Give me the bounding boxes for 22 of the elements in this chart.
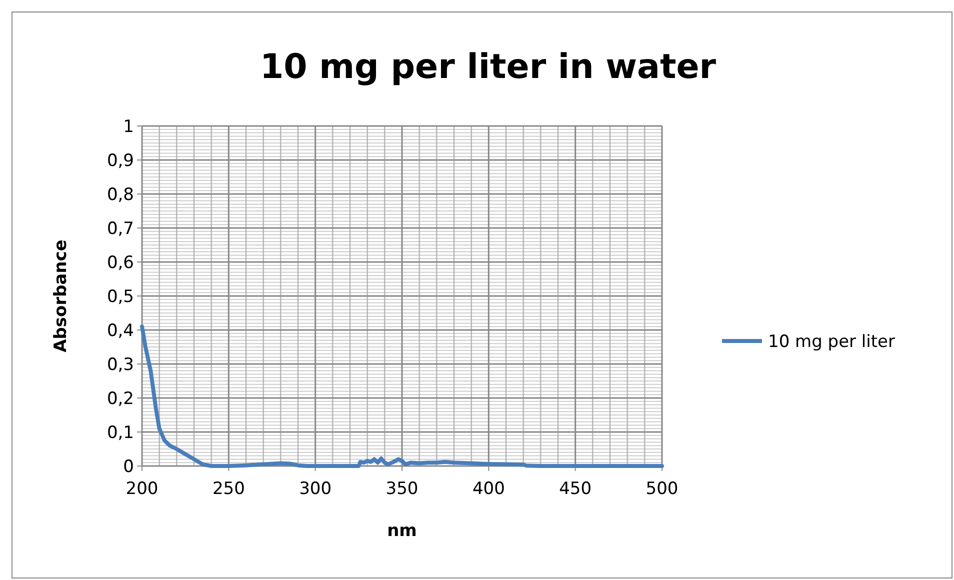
x-tick-label: 350 [386,479,418,499]
y-tick-label: 0,8 [106,184,134,205]
y-axis-title: Absorbance [51,240,71,352]
x-tick-label: 400 [472,479,505,499]
x-tick-label: 500 [646,479,678,499]
y-tick-label: 0,7 [106,218,134,239]
y-tick-label: 0,1 [106,422,134,443]
y-tick-label: 0,4 [106,320,134,341]
y-tick-label: 0,9 [106,150,134,171]
y-tick-label: 0 [123,456,134,477]
y-tick-label: 0,3 [106,354,134,375]
chart-title: 10 mg per liter in water [260,47,716,87]
y-tick-label: 0,6 [106,252,134,273]
x-tick-label: 200 [126,479,158,499]
x-axis-title: nm [387,521,417,541]
x-tick-label: 450 [559,479,592,499]
x-tick-label: 250 [212,479,245,499]
x-tick-label: 300 [299,479,332,499]
y-tick-label: 0,5 [106,286,134,307]
y-tick-label: 1 [123,116,134,137]
y-tick-label: 0,2 [106,388,134,409]
legend-label: 10 mg per liter [768,332,896,352]
